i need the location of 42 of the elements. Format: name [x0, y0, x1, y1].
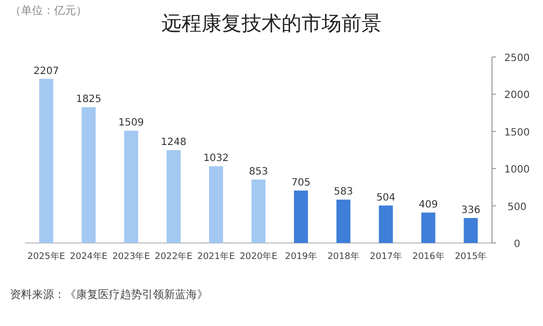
x-tick-label: 2015年 [454, 251, 487, 262]
bar [166, 150, 181, 243]
x-tick-label: 2022年E [154, 251, 193, 262]
chart-title: 远程康复技术的市场前景 [162, 11, 382, 35]
data-label: 1825 [76, 94, 102, 106]
y-tick-label: 0 [514, 239, 520, 250]
text: 资料来源：《康复医疗趋势引领新蓝海》 [10, 288, 208, 301]
data-label: 504 [376, 192, 396, 204]
x-tick-label: 2017年 [370, 251, 402, 262]
y-tick-label: 1000 [504, 164, 530, 176]
x-tick-label: 2024年E [70, 251, 108, 262]
x-tick-label: 2021年E [197, 251, 236, 262]
bar [82, 107, 96, 243]
bar [378, 206, 393, 243]
y-tick-label: 2500 [504, 53, 530, 64]
bar [39, 78, 54, 243]
bar [124, 130, 138, 243]
chart-subtitle: （单位：亿元） [10, 4, 87, 17]
bar [209, 166, 224, 243]
x-tick-label: 2018年 [327, 251, 360, 262]
data-label: 336 [461, 205, 480, 216]
data-label: 1032 [203, 153, 229, 164]
bar [294, 190, 308, 243]
y-tick-label: 2000 [504, 90, 530, 102]
data-label: 705 [291, 178, 310, 189]
bar [251, 180, 266, 243]
data-label: 853 [248, 166, 268, 178]
x-tick-label: 2023年E [112, 251, 150, 262]
x-tick-label: 2020年E [240, 251, 278, 262]
bar [421, 212, 436, 243]
bar [464, 218, 478, 243]
data-label: 2207 [34, 66, 59, 77]
data-label: 1248 [160, 137, 186, 148]
x-tick-label: 2025年E [27, 251, 66, 262]
data-label: 409 [418, 200, 438, 211]
y-tick-label: 500 [507, 202, 527, 213]
data-label: 583 [334, 186, 353, 198]
data-label: 1509 [118, 118, 144, 129]
y-tick-label: 1500 [504, 127, 530, 138]
x-tick-label: 2016年 [412, 251, 444, 262]
bar [336, 200, 350, 243]
x-tick-label: 2019年 [285, 251, 317, 262]
